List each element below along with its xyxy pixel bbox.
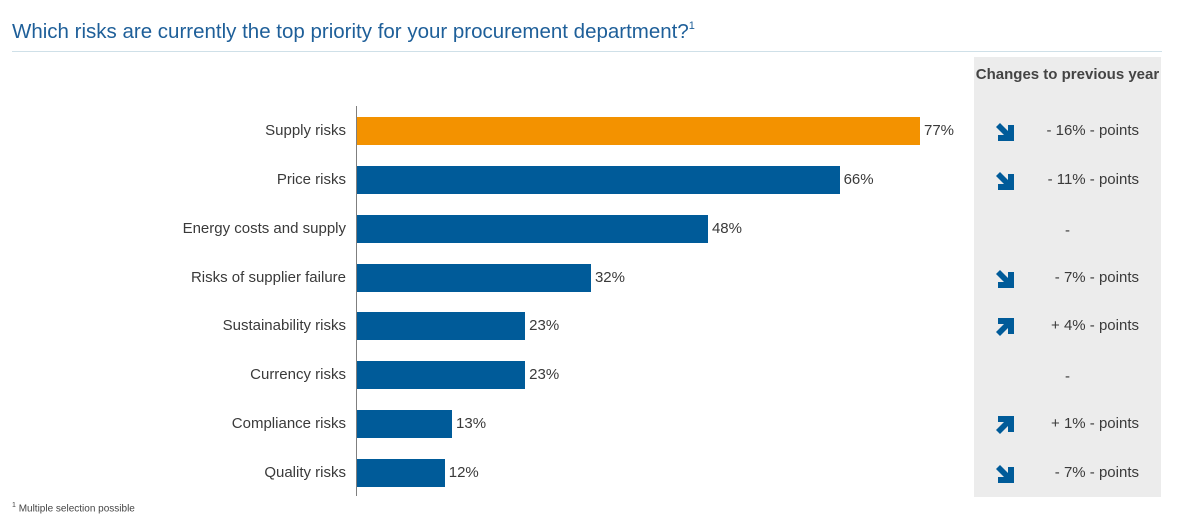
category-label: Compliance risks bbox=[231, 415, 346, 433]
category-label: Energy costs and supply bbox=[182, 219, 346, 237]
arrow-down-right-icon bbox=[996, 123, 1014, 141]
bar-value-label: 13% bbox=[456, 415, 487, 433]
title-divider bbox=[12, 51, 1162, 52]
bar bbox=[357, 458, 445, 487]
change-value: + 4% - points bbox=[1051, 317, 1139, 335]
no-change-dash: - bbox=[1065, 368, 1070, 386]
arrow-up-right-icon bbox=[996, 318, 1014, 337]
changes-header: Changes to previous year bbox=[975, 66, 1160, 83]
change-value: - 16% - points bbox=[1046, 122, 1139, 139]
arrow-down-right-icon bbox=[996, 171, 1014, 190]
change-value: + 1% - points bbox=[1051, 415, 1139, 433]
change-row: - bbox=[974, 361, 1161, 389]
title-footnote-mark: 1 bbox=[688, 20, 695, 32]
footnote-text: Multiple selection possible bbox=[18, 503, 135, 515]
arrow-down-right-icon bbox=[996, 464, 1014, 483]
category-axis-line bbox=[356, 106, 357, 496]
change-row: + 4% - points bbox=[974, 312, 1161, 340]
change-row: - bbox=[974, 215, 1161, 243]
category-label: Quality risks bbox=[264, 463, 346, 481]
bar bbox=[357, 214, 708, 243]
change-value: - 7% - points bbox=[1054, 268, 1139, 286]
change-row: - 11% - points bbox=[974, 166, 1161, 194]
change-value: - 7% - points bbox=[1054, 463, 1139, 481]
category-label: Currency risks bbox=[250, 366, 346, 384]
change-row: - 7% - points bbox=[974, 459, 1161, 487]
arrow-up-right-icon bbox=[996, 416, 1014, 435]
bar bbox=[357, 410, 453, 439]
category-label: Price risks bbox=[276, 170, 346, 188]
change-row: - 7% - points bbox=[974, 264, 1161, 292]
bar-value-label: 12% bbox=[448, 463, 479, 481]
bar-value-label: 66% bbox=[843, 170, 874, 188]
bar-value-label: 23% bbox=[529, 317, 560, 335]
bar-value-label: 32% bbox=[594, 268, 625, 286]
no-change-dash: - bbox=[1065, 221, 1070, 239]
footnote-mark: 1 bbox=[12, 502, 16, 509]
change-row: - 16% - points bbox=[974, 117, 1161, 145]
arrow-down-right-icon bbox=[996, 269, 1014, 288]
chart-title-text: Which risks are currently the top priori… bbox=[12, 20, 689, 43]
bar bbox=[357, 165, 840, 194]
chart-title: Which risks are currently the top priori… bbox=[12, 20, 695, 44]
change-row: + 1% - points bbox=[974, 410, 1161, 438]
bar-value-label: 48% bbox=[711, 219, 742, 237]
bar-value-label: 77% bbox=[924, 122, 955, 139]
change-value: - 11% - points bbox=[1047, 170, 1139, 188]
footnote: 1 Multiple selection possible bbox=[12, 502, 135, 514]
bar bbox=[357, 117, 920, 145]
bar-value-label: 23% bbox=[529, 366, 560, 384]
bar bbox=[357, 312, 526, 341]
category-label: Risks of supplier failure bbox=[190, 268, 346, 286]
bar bbox=[357, 361, 526, 390]
bar bbox=[357, 263, 591, 292]
category-label: Sustainability risks bbox=[222, 317, 346, 335]
category-label: Supply risks bbox=[265, 122, 346, 139]
